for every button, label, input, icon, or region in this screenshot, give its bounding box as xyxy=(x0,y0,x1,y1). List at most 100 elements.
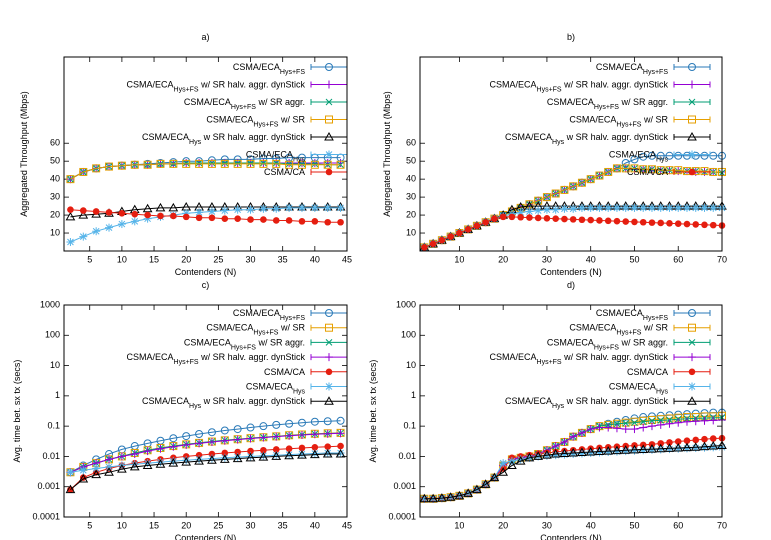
x-tick-label: 40 xyxy=(310,520,320,530)
y-tick-label: 0.01 xyxy=(42,451,60,461)
data-point xyxy=(335,449,346,458)
marker-stroke xyxy=(613,420,621,428)
marker-triangle xyxy=(687,396,697,405)
data-point xyxy=(682,442,692,452)
marker-square xyxy=(325,115,333,124)
data-point xyxy=(130,450,139,459)
legend-marker xyxy=(324,396,334,405)
marker-square xyxy=(272,159,281,168)
marker-square xyxy=(195,159,204,168)
marker-circle xyxy=(246,423,255,432)
legend-text: w SR halv. aggr. dynStick xyxy=(564,396,668,406)
data-point xyxy=(533,451,544,460)
marker-triangle xyxy=(507,460,517,470)
data-point xyxy=(524,452,535,462)
data-point xyxy=(577,428,586,437)
marker-stroke xyxy=(324,449,332,457)
x-tick-label: 15 xyxy=(149,520,159,530)
marker-stroke xyxy=(631,419,638,427)
marker-triangle xyxy=(181,201,192,211)
legend-text: CSMA/ECA xyxy=(127,352,174,362)
data-point xyxy=(144,211,151,219)
marker-circle xyxy=(207,428,216,437)
y-axis-label: Avg. time bet. sx tx (secs) xyxy=(368,360,378,463)
data-point xyxy=(309,449,320,459)
marker-stroke xyxy=(92,227,100,235)
data-point xyxy=(682,417,691,426)
data-point xyxy=(272,446,280,453)
data-point xyxy=(285,158,294,167)
y-tick-label: 1 xyxy=(411,390,416,400)
data-point xyxy=(560,437,569,446)
data-point xyxy=(234,159,242,167)
legend-marker xyxy=(688,323,696,332)
marker-triangle xyxy=(682,442,692,452)
marker-triangle xyxy=(690,442,701,451)
data-point xyxy=(105,455,114,464)
legend-subscript: Hys+FS xyxy=(537,359,562,366)
marker-dot xyxy=(688,368,696,376)
data-point xyxy=(336,160,345,169)
marker-stroke xyxy=(631,204,638,212)
legend-text: w/ SR aggr. xyxy=(256,337,305,347)
marker-stroke xyxy=(561,205,568,213)
legend-text: CSMA/ECA xyxy=(184,97,231,107)
data-point xyxy=(129,461,140,471)
data-point xyxy=(285,450,294,459)
legend-text: CSMA/ECA xyxy=(609,382,656,392)
legend-label: CSMA/ECAHys+FS w/ SR xyxy=(206,115,305,129)
marker-triangle xyxy=(577,447,587,456)
marker-dot xyxy=(208,214,216,222)
data-point xyxy=(246,423,255,432)
marker-square xyxy=(612,164,621,173)
legend-label: CSMA/ECAHys+FS w/ SR aggr. xyxy=(184,97,305,111)
data-point xyxy=(285,431,294,440)
marker-triangle xyxy=(673,442,684,452)
x-axis-label: Contenders (N) xyxy=(540,267,602,277)
data-point xyxy=(208,214,216,222)
data-point xyxy=(638,444,649,453)
marker-triangle xyxy=(568,447,579,457)
legend-text: CSMA/ECA xyxy=(233,308,280,318)
legend-marker xyxy=(324,131,334,141)
data-point xyxy=(79,474,87,481)
legend-subscript: Hys+FS xyxy=(280,69,305,76)
legend-text: CSMA/ECA xyxy=(609,150,656,160)
marker-triangle xyxy=(258,452,269,461)
marker-stroke xyxy=(325,151,333,158)
marker-dot xyxy=(604,217,612,225)
data-point xyxy=(621,203,630,212)
marker-stroke xyxy=(692,204,700,212)
marker-stroke xyxy=(67,468,74,476)
data-point xyxy=(220,159,229,168)
data-point xyxy=(323,158,332,167)
marker-triangle xyxy=(142,460,153,470)
data-point xyxy=(709,416,718,425)
data-point xyxy=(168,458,179,467)
x-tick-label: 60 xyxy=(673,520,683,530)
marker-square xyxy=(630,164,639,173)
data-point xyxy=(92,227,101,236)
marker-dot xyxy=(234,448,241,456)
data-point xyxy=(220,426,229,435)
marker-circle xyxy=(323,417,332,426)
x-tick-label: 30 xyxy=(542,254,552,264)
legend-subscript: Hys+FS xyxy=(231,104,256,111)
marker-dot xyxy=(311,218,319,225)
legend-label: CSMA/ECAHys+FS w/ SR aggr. xyxy=(547,337,668,351)
marker-square xyxy=(639,165,648,174)
data-point xyxy=(639,418,647,426)
data-point xyxy=(613,420,621,428)
data-point xyxy=(569,204,578,213)
marker-triangle xyxy=(309,449,320,459)
marker-dot xyxy=(337,442,344,450)
marker-dot xyxy=(473,222,481,230)
data-point xyxy=(297,203,306,212)
marker-circle xyxy=(336,416,345,425)
marker-triangle xyxy=(480,479,491,488)
marker-dot xyxy=(67,206,74,213)
legend-marker xyxy=(325,309,333,317)
marker-stroke xyxy=(285,160,293,168)
marker-dot xyxy=(311,444,319,451)
